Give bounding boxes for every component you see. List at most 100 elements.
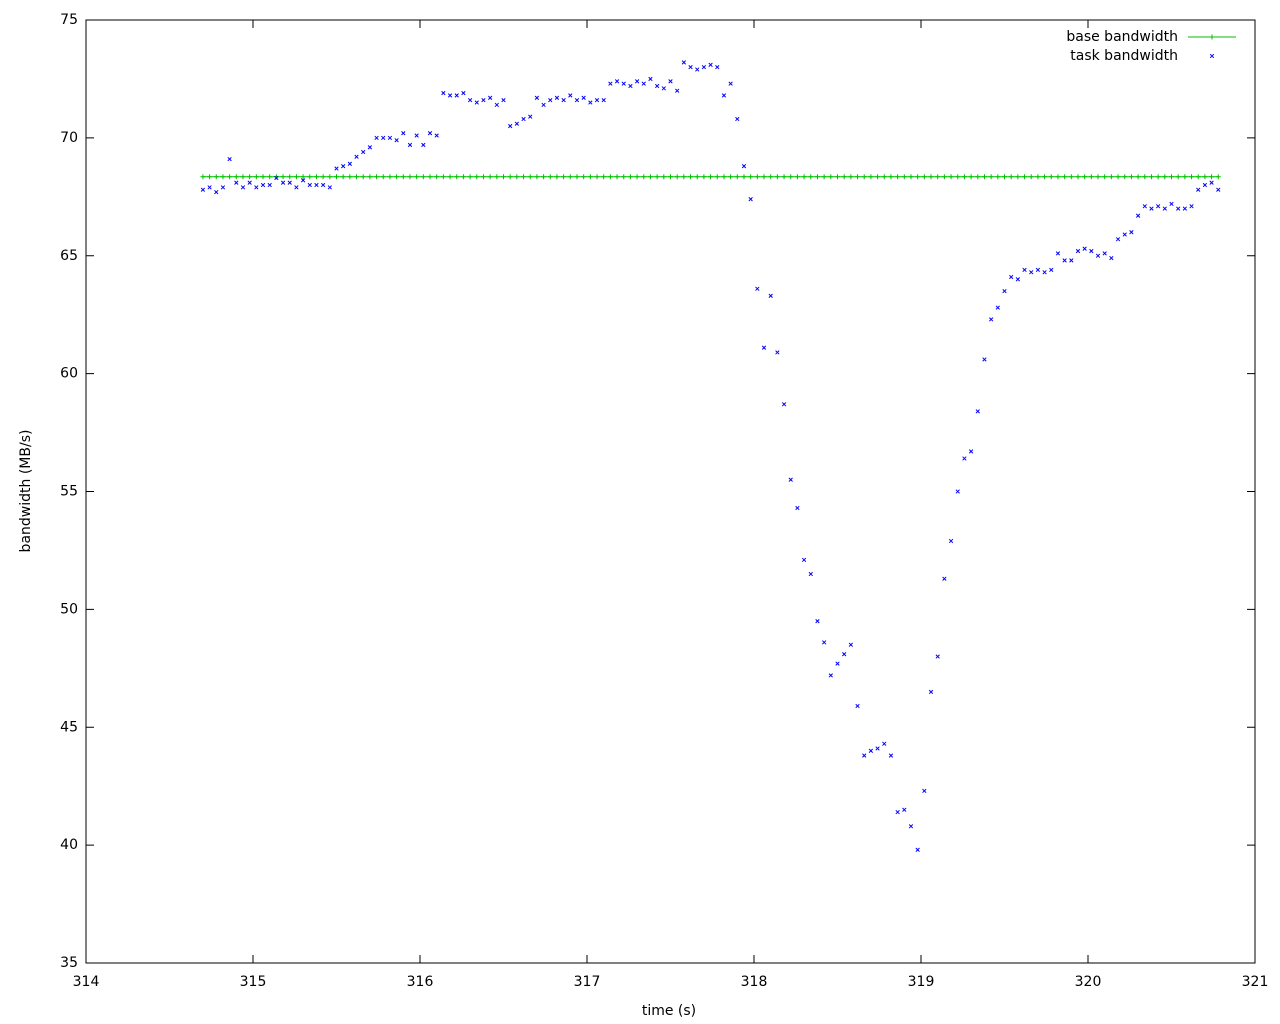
point — [407, 174, 413, 180]
point — [848, 642, 854, 647]
point — [1002, 174, 1007, 180]
point — [200, 174, 206, 180]
y-tick-label: 70 — [60, 130, 78, 146]
point — [501, 98, 506, 103]
point — [1176, 206, 1181, 211]
point — [1042, 174, 1048, 180]
point — [621, 81, 626, 86]
point — [407, 142, 413, 148]
point — [975, 174, 981, 180]
point — [761, 174, 767, 180]
point — [460, 174, 466, 180]
point — [494, 102, 499, 108]
point — [240, 185, 246, 190]
point — [701, 64, 707, 70]
point — [855, 703, 860, 709]
point — [995, 305, 1000, 310]
point — [427, 131, 433, 136]
point — [554, 95, 560, 100]
point — [320, 182, 326, 188]
point — [614, 79, 620, 84]
point — [394, 174, 400, 180]
point — [901, 174, 907, 180]
point — [1055, 174, 1061, 180]
point — [821, 640, 827, 645]
point — [701, 174, 707, 180]
point — [607, 174, 613, 180]
point — [948, 538, 954, 544]
y-axis-label: bandwidth (MB/s) — [18, 430, 34, 553]
point — [808, 174, 814, 180]
point — [1062, 174, 1068, 180]
point — [828, 673, 833, 678]
point — [554, 174, 560, 180]
point — [247, 174, 253, 180]
point — [988, 317, 994, 322]
point — [882, 741, 887, 746]
point — [1035, 267, 1041, 273]
point — [1196, 187, 1201, 192]
point — [1022, 267, 1027, 273]
point — [327, 185, 332, 190]
point — [1115, 237, 1121, 242]
point — [447, 93, 453, 98]
point — [307, 174, 313, 180]
point — [888, 174, 894, 180]
x-axis-label: time (s) — [642, 1003, 696, 1019]
point — [414, 133, 419, 138]
point — [227, 156, 232, 162]
point — [367, 145, 373, 150]
point — [300, 174, 306, 180]
point — [841, 174, 847, 180]
point — [1028, 174, 1034, 180]
point — [1182, 206, 1188, 211]
point — [1142, 174, 1148, 180]
point — [995, 174, 1001, 180]
point — [447, 174, 453, 180]
point — [1142, 204, 1147, 209]
point — [220, 185, 226, 190]
point — [568, 93, 573, 98]
point — [1082, 174, 1088, 180]
point — [1202, 182, 1208, 188]
point — [440, 174, 446, 180]
point — [601, 98, 606, 103]
point — [567, 174, 573, 180]
point — [227, 174, 233, 180]
point — [788, 477, 793, 482]
point — [961, 174, 967, 180]
point — [287, 180, 292, 185]
legend-label: task bandwidth — [1070, 48, 1178, 64]
point — [541, 174, 547, 180]
point — [634, 79, 640, 84]
point — [861, 174, 867, 180]
x-tick-label: 320 — [1075, 974, 1102, 990]
point — [808, 571, 813, 577]
point — [1102, 174, 1108, 180]
point — [521, 116, 526, 122]
point — [441, 90, 446, 96]
point — [1102, 251, 1107, 256]
point — [340, 174, 346, 180]
point — [1209, 174, 1215, 180]
point — [381, 135, 386, 141]
point — [267, 174, 273, 180]
point — [768, 293, 773, 298]
point — [1182, 174, 1188, 180]
point — [420, 174, 426, 180]
point — [715, 64, 720, 70]
point — [988, 174, 994, 180]
point — [908, 174, 914, 180]
point — [647, 174, 653, 180]
point — [741, 174, 747, 180]
point — [341, 164, 346, 169]
point — [508, 123, 513, 129]
point — [1095, 253, 1101, 258]
point — [714, 174, 720, 180]
point — [1075, 248, 1081, 254]
point — [280, 174, 286, 180]
y-tick-label: 50 — [60, 601, 78, 617]
point — [781, 402, 787, 407]
point — [848, 174, 854, 180]
point — [862, 753, 867, 758]
